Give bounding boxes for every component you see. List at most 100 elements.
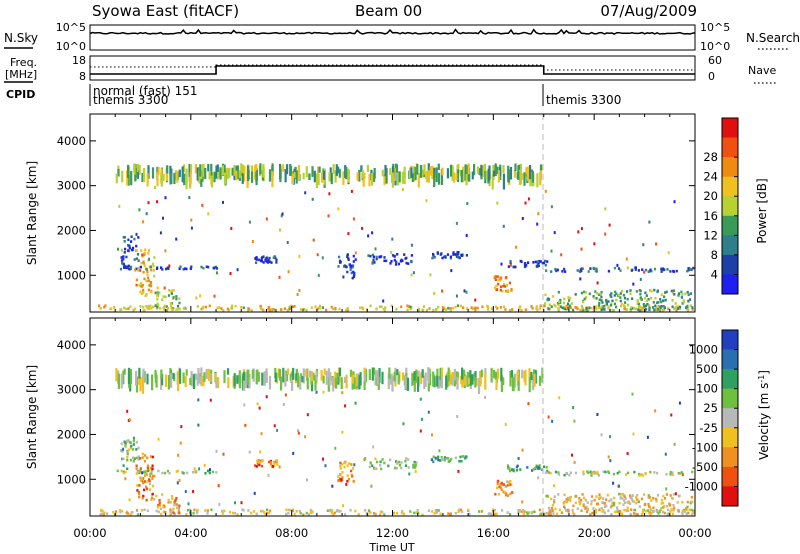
heatmap-cell — [664, 291, 667, 294]
heatmap-cell — [129, 446, 132, 450]
heatmap-cell — [689, 304, 692, 307]
heatmap-cell — [657, 512, 660, 515]
heatmap-cell — [348, 462, 351, 465]
heatmap-cell — [550, 497, 553, 501]
heatmap-cell — [490, 367, 493, 383]
heatmap-cell — [304, 435, 307, 439]
heatmap-cell — [453, 172, 456, 183]
heatmap-cell — [673, 506, 676, 510]
heatmap-cell — [302, 513, 305, 516]
heatmap-cell — [516, 370, 519, 382]
heatmap-cell — [146, 270, 149, 273]
y-tick-label: 3000 — [57, 179, 86, 193]
heatmap-cell — [145, 487, 149, 491]
heatmap-cell — [520, 309, 523, 312]
heatmap-cell — [99, 307, 102, 310]
heatmap-cell — [647, 298, 650, 301]
heatmap-cell — [110, 307, 113, 311]
heatmap-cell — [598, 493, 601, 496]
heatmap-cell — [640, 306, 643, 309]
heatmap-cell — [351, 374, 354, 382]
heatmap-cell — [126, 452, 129, 456]
heatmap-cell — [174, 498, 177, 502]
heatmap-cell — [681, 500, 684, 504]
heatmap-cell — [334, 307, 337, 310]
heatmap-cell — [640, 473, 643, 476]
heatmap-cell — [159, 231, 162, 235]
heatmap-cell — [567, 307, 570, 310]
heatmap-cell — [601, 305, 604, 309]
heatmap-cell — [505, 283, 509, 287]
heatmap-cell — [559, 298, 562, 302]
heatmap-cell — [563, 505, 566, 508]
colorbar-tick-label: 4 — [711, 267, 718, 281]
heatmap-cell — [151, 262, 155, 266]
heatmap-cell — [265, 368, 268, 383]
heatmap-cell — [246, 370, 249, 385]
heatmap-cell — [573, 513, 576, 516]
heatmap-cell — [400, 466, 403, 470]
heatmap-cell — [612, 472, 616, 476]
heatmap-cell — [251, 168, 254, 183]
colorbar-swatch — [722, 137, 738, 158]
heatmap-cell — [491, 174, 494, 190]
heatmap-cell — [623, 508, 626, 512]
heatmap-cell — [291, 173, 294, 185]
heatmap-cell — [369, 511, 372, 515]
heatmap-cell — [175, 295, 178, 298]
heatmap-cell — [508, 308, 512, 312]
heatmap-cell — [150, 284, 153, 288]
heatmap-cell — [336, 509, 339, 512]
heatmap-cell — [430, 166, 433, 176]
heatmap-cell — [344, 265, 347, 268]
heatmap-cell — [622, 503, 625, 506]
heatmap-cell — [465, 254, 468, 257]
heatmap-cell — [253, 491, 256, 495]
heatmap-cell — [384, 306, 387, 309]
colorbar-swatch — [722, 274, 738, 295]
heatmap-cell — [490, 307, 494, 310]
heatmap-cell — [205, 369, 208, 379]
heatmap-cell — [459, 508, 463, 512]
heatmap-cell — [226, 169, 229, 180]
heatmap-cell — [539, 172, 542, 186]
heatmap-cell — [196, 167, 199, 181]
heatmap-cell — [273, 464, 276, 468]
heatmap-cell — [151, 484, 155, 488]
heatmap-cell — [390, 173, 394, 183]
heatmap-cell — [526, 466, 529, 469]
heatmap-cell — [141, 496, 144, 500]
heatmap-cell — [243, 376, 246, 391]
heatmap-cell — [508, 281, 511, 285]
heatmap-cell — [102, 513, 105, 516]
heatmap-cell — [460, 459, 463, 463]
heatmap-cell — [592, 266, 595, 270]
heatmap-cell — [170, 290, 173, 294]
heatmap-cell — [169, 513, 172, 516]
heatmap-cell — [309, 508, 312, 512]
heatmap-cell — [248, 374, 251, 389]
heatmap-cell — [621, 289, 624, 293]
heatmap-cell — [125, 255, 128, 259]
heatmap-cell — [446, 253, 449, 256]
heatmap-cell — [609, 304, 613, 307]
heatmap-cell — [371, 253, 374, 257]
heatmap-cell — [504, 308, 507, 311]
heatmap-cell — [265, 256, 268, 260]
heatmap-cell — [170, 495, 174, 498]
heatmap-cell — [169, 501, 172, 504]
heatmap-cell — [538, 467, 541, 470]
heatmap-cell — [659, 298, 662, 301]
heatmap-cell — [126, 439, 128, 443]
heatmap-cell — [509, 512, 512, 516]
heatmap-cell — [207, 212, 210, 216]
heatmap-cell — [626, 506, 629, 510]
heatmap-cell — [292, 451, 295, 455]
heatmap-cell — [532, 261, 535, 264]
colorbar-swatch — [722, 369, 738, 389]
heatmap-cell — [656, 308, 659, 311]
heatmap-cell — [216, 164, 219, 172]
heatmap-cell — [271, 163, 274, 176]
heatmap-cell — [495, 486, 499, 490]
heatmap-cell — [342, 275, 345, 279]
